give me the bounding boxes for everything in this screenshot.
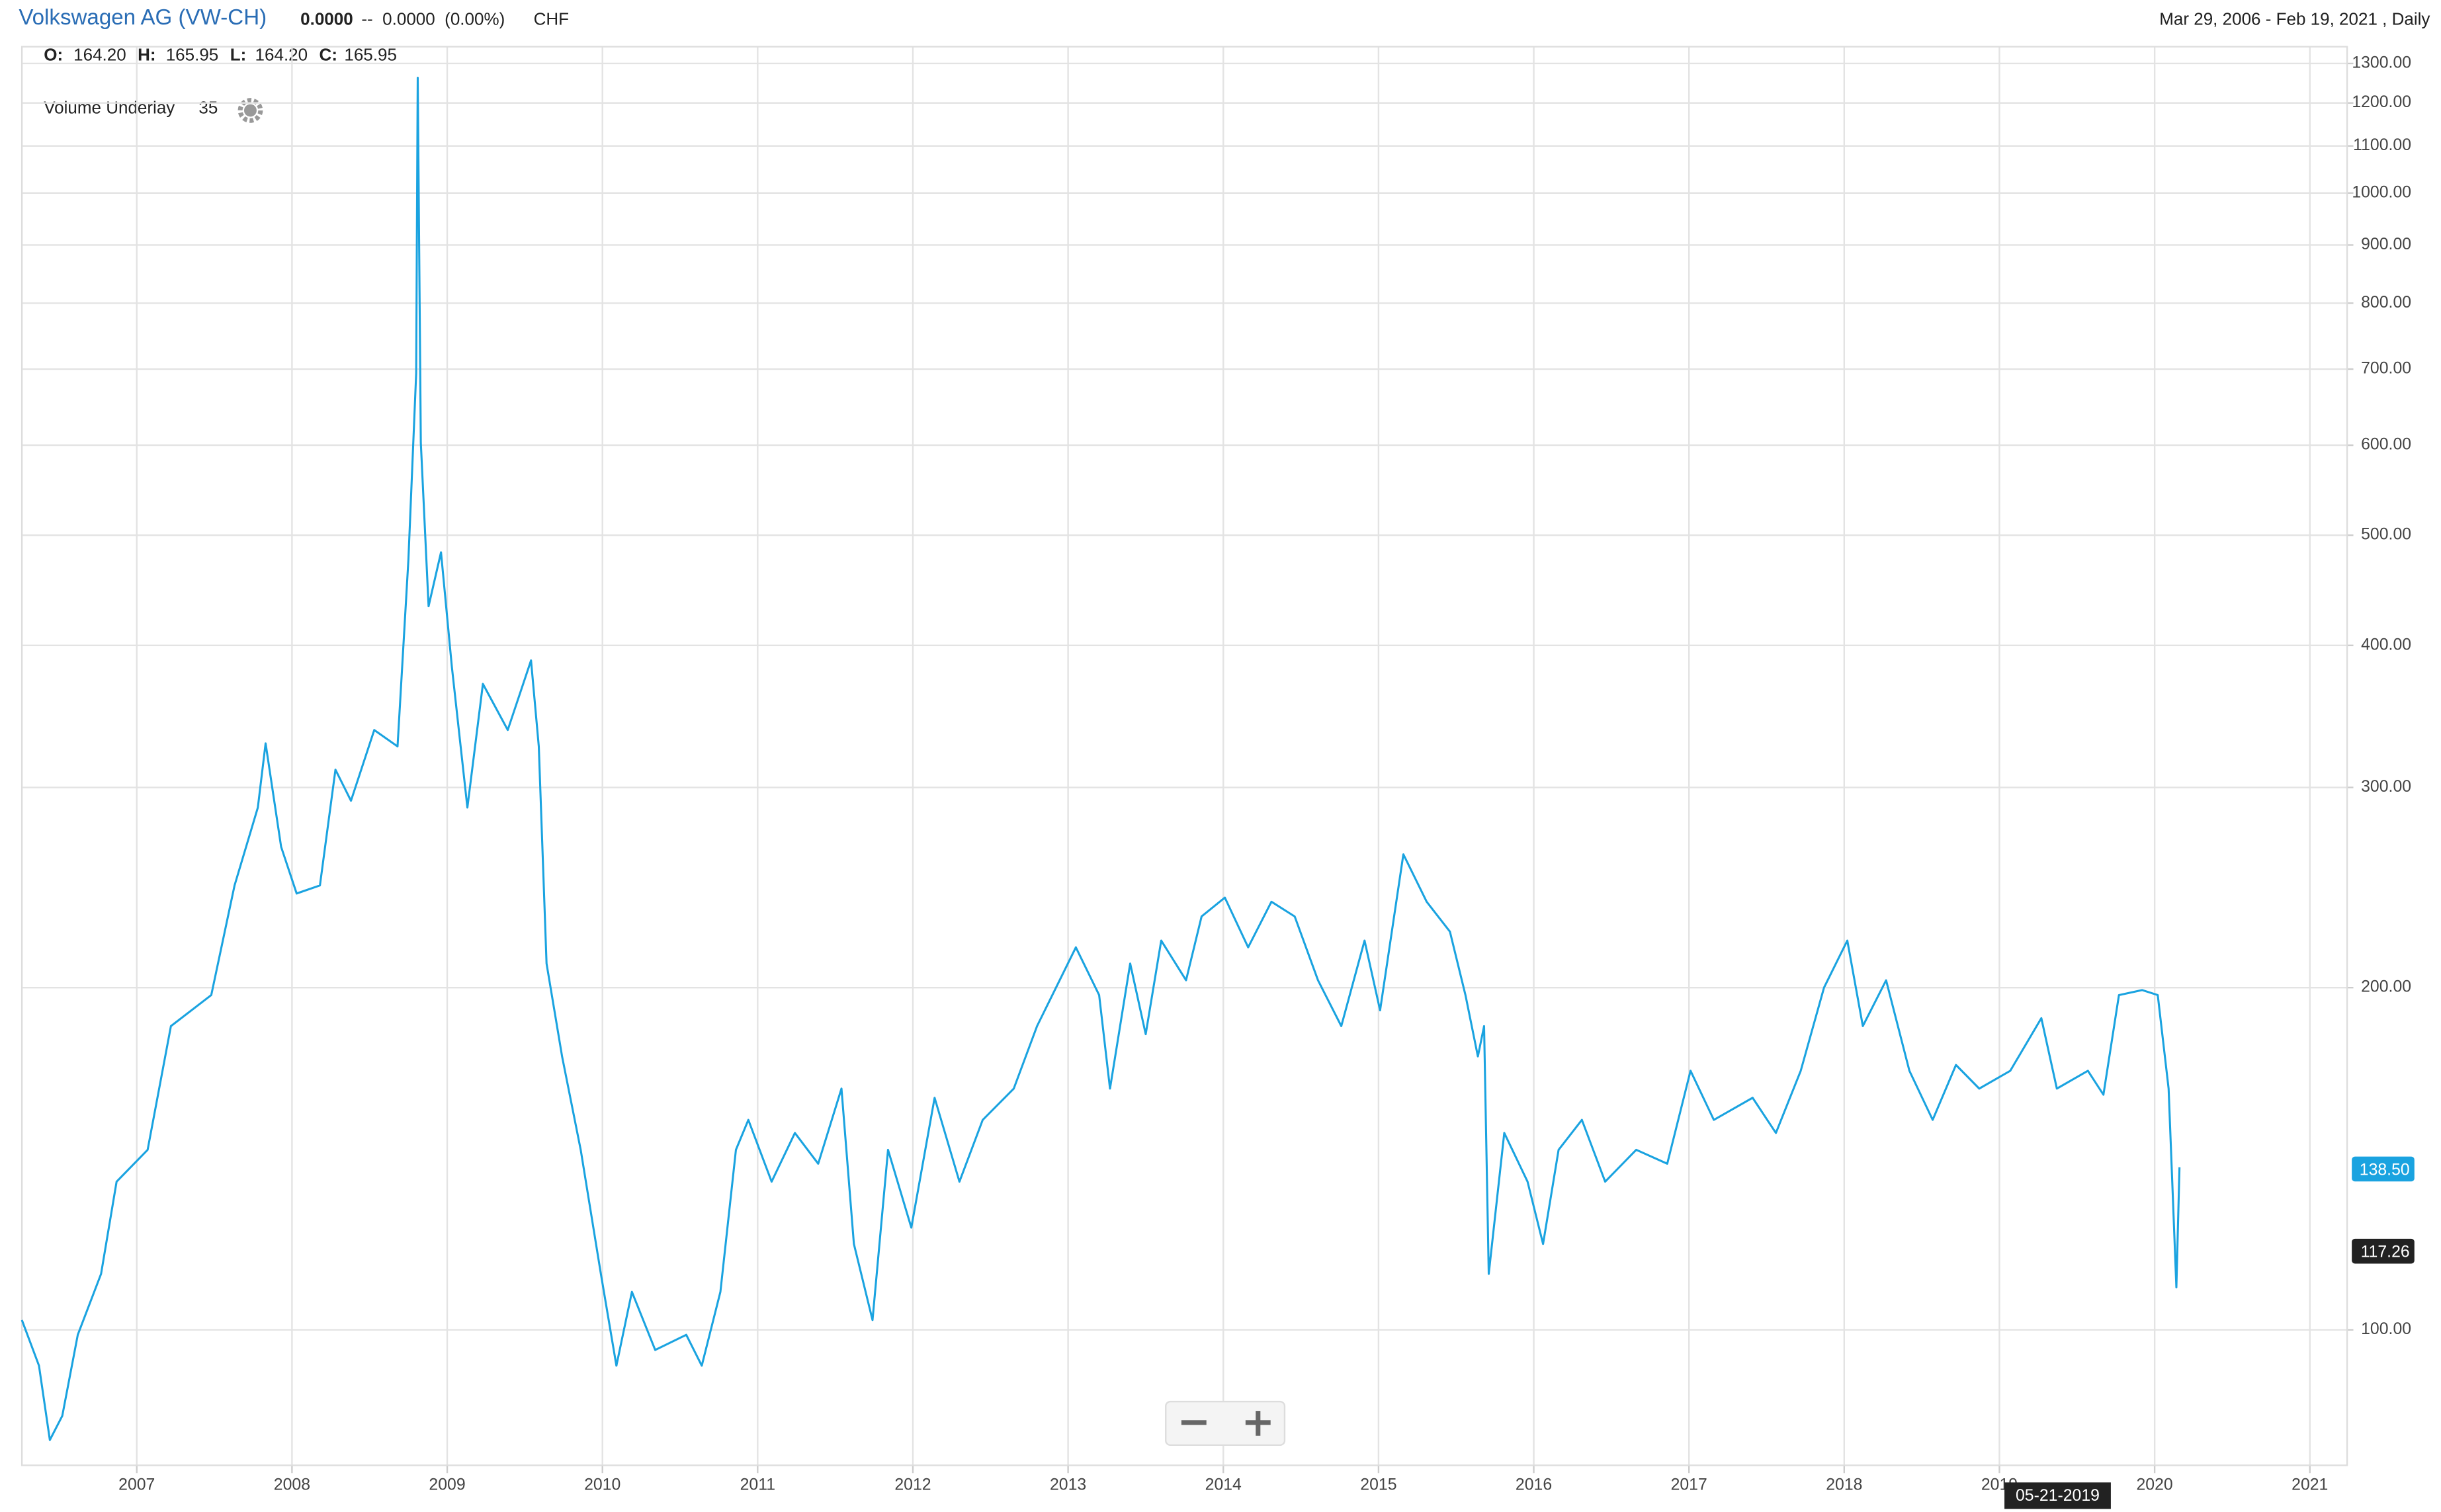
y-tick-label: 1300.00 bbox=[2352, 54, 2411, 72]
ohlc-key: L: bbox=[230, 46, 247, 65]
y-tick-label: 200.00 bbox=[2361, 978, 2411, 996]
x-tick-label: 2008 bbox=[274, 1476, 310, 1494]
x-tick-label: 2014 bbox=[1205, 1476, 1242, 1494]
ohlc-value: 164.20 bbox=[255, 46, 308, 65]
y-tick-label: 300.00 bbox=[2361, 778, 2411, 796]
chart-title: Volkswagen AG (VW-CH) bbox=[19, 5, 267, 29]
ohlc-value: 165.95 bbox=[344, 46, 397, 65]
crosshair-date: 05-21-2019 bbox=[2016, 1487, 2100, 1505]
y-tick-label: 900.00 bbox=[2361, 235, 2411, 253]
plot-area: 100.00 200.00 300.00 400.00 500.00 600.00 700.… bbox=[21, 46, 2415, 1509]
last-price-box bbox=[2352, 1156, 2415, 1182]
volume-underlay-label: Volume Underlay bbox=[44, 99, 175, 118]
zoom-out[interactable] bbox=[1181, 1420, 1207, 1425]
zoom-box bbox=[1165, 1400, 1286, 1447]
date-range: Mar 29, 2006 - Feb 19, 2021 , Daily bbox=[2159, 10, 2430, 28]
x-tick-label: 2012 bbox=[894, 1476, 931, 1494]
currency: CHF bbox=[534, 10, 569, 28]
quote: 0.0000 bbox=[300, 10, 353, 28]
x-tick-label: 2009 bbox=[429, 1476, 465, 1494]
y-tick-label: 1000.00 bbox=[2352, 183, 2411, 201]
y-tick-label: 1200.00 bbox=[2352, 93, 2411, 111]
change: -- 0.0000 (0.00%) bbox=[361, 10, 505, 28]
gear-hub[interactable] bbox=[244, 104, 257, 117]
zoom-controls bbox=[1165, 1400, 1286, 1447]
ohlc-key: O: bbox=[44, 46, 63, 65]
x-tick-label: 2020 bbox=[2137, 1476, 2173, 1494]
price-line bbox=[21, 76, 2181, 1441]
plot-frame bbox=[21, 46, 2348, 1466]
ohlc-key: H: bbox=[138, 46, 155, 65]
zoom-in[interactable] bbox=[1256, 1411, 1261, 1436]
y-tick-label: 100.00 bbox=[2361, 1320, 2411, 1338]
x-tick-label: 2007 bbox=[118, 1476, 155, 1494]
ohlc-value: 165.95 bbox=[166, 46, 219, 65]
y-tick-label: 400.00 bbox=[2361, 636, 2411, 653]
x-tick-label: 2021 bbox=[2291, 1476, 2328, 1494]
x-tick-label: 2016 bbox=[1516, 1476, 1552, 1494]
crosshair-price-box bbox=[2352, 1238, 2415, 1264]
volume-underlay-value: 35 bbox=[198, 99, 218, 118]
last-price-label: 138.50 bbox=[2360, 1161, 2410, 1179]
x-tick-label: 2011 bbox=[740, 1476, 775, 1494]
x-tick-label: 2013 bbox=[1050, 1476, 1086, 1494]
x-tick-label: 2018 bbox=[1826, 1476, 1862, 1494]
x-tick-label: 2017 bbox=[1671, 1476, 1707, 1494]
y-tick-label: 600.00 bbox=[2361, 436, 2411, 454]
crosshair-price-label: 117.26 bbox=[2361, 1243, 2410, 1261]
x-tick-label: 2015 bbox=[1360, 1476, 1396, 1494]
y-tick-label: 700.00 bbox=[2361, 360, 2411, 378]
settings-icon[interactable] bbox=[237, 98, 263, 123]
y-tick-label: 800.00 bbox=[2361, 294, 2411, 312]
gear[interactable] bbox=[237, 98, 263, 123]
y-tick-label: 1100.00 bbox=[2353, 136, 2411, 154]
crosshair-date-box bbox=[2004, 1482, 2111, 1509]
y-tick-label: 500.00 bbox=[2361, 526, 2411, 544]
ohlc-value: 164.20 bbox=[73, 46, 126, 65]
x-tick-label: 2010 bbox=[584, 1476, 621, 1494]
ohlc-key: C: bbox=[320, 46, 337, 65]
